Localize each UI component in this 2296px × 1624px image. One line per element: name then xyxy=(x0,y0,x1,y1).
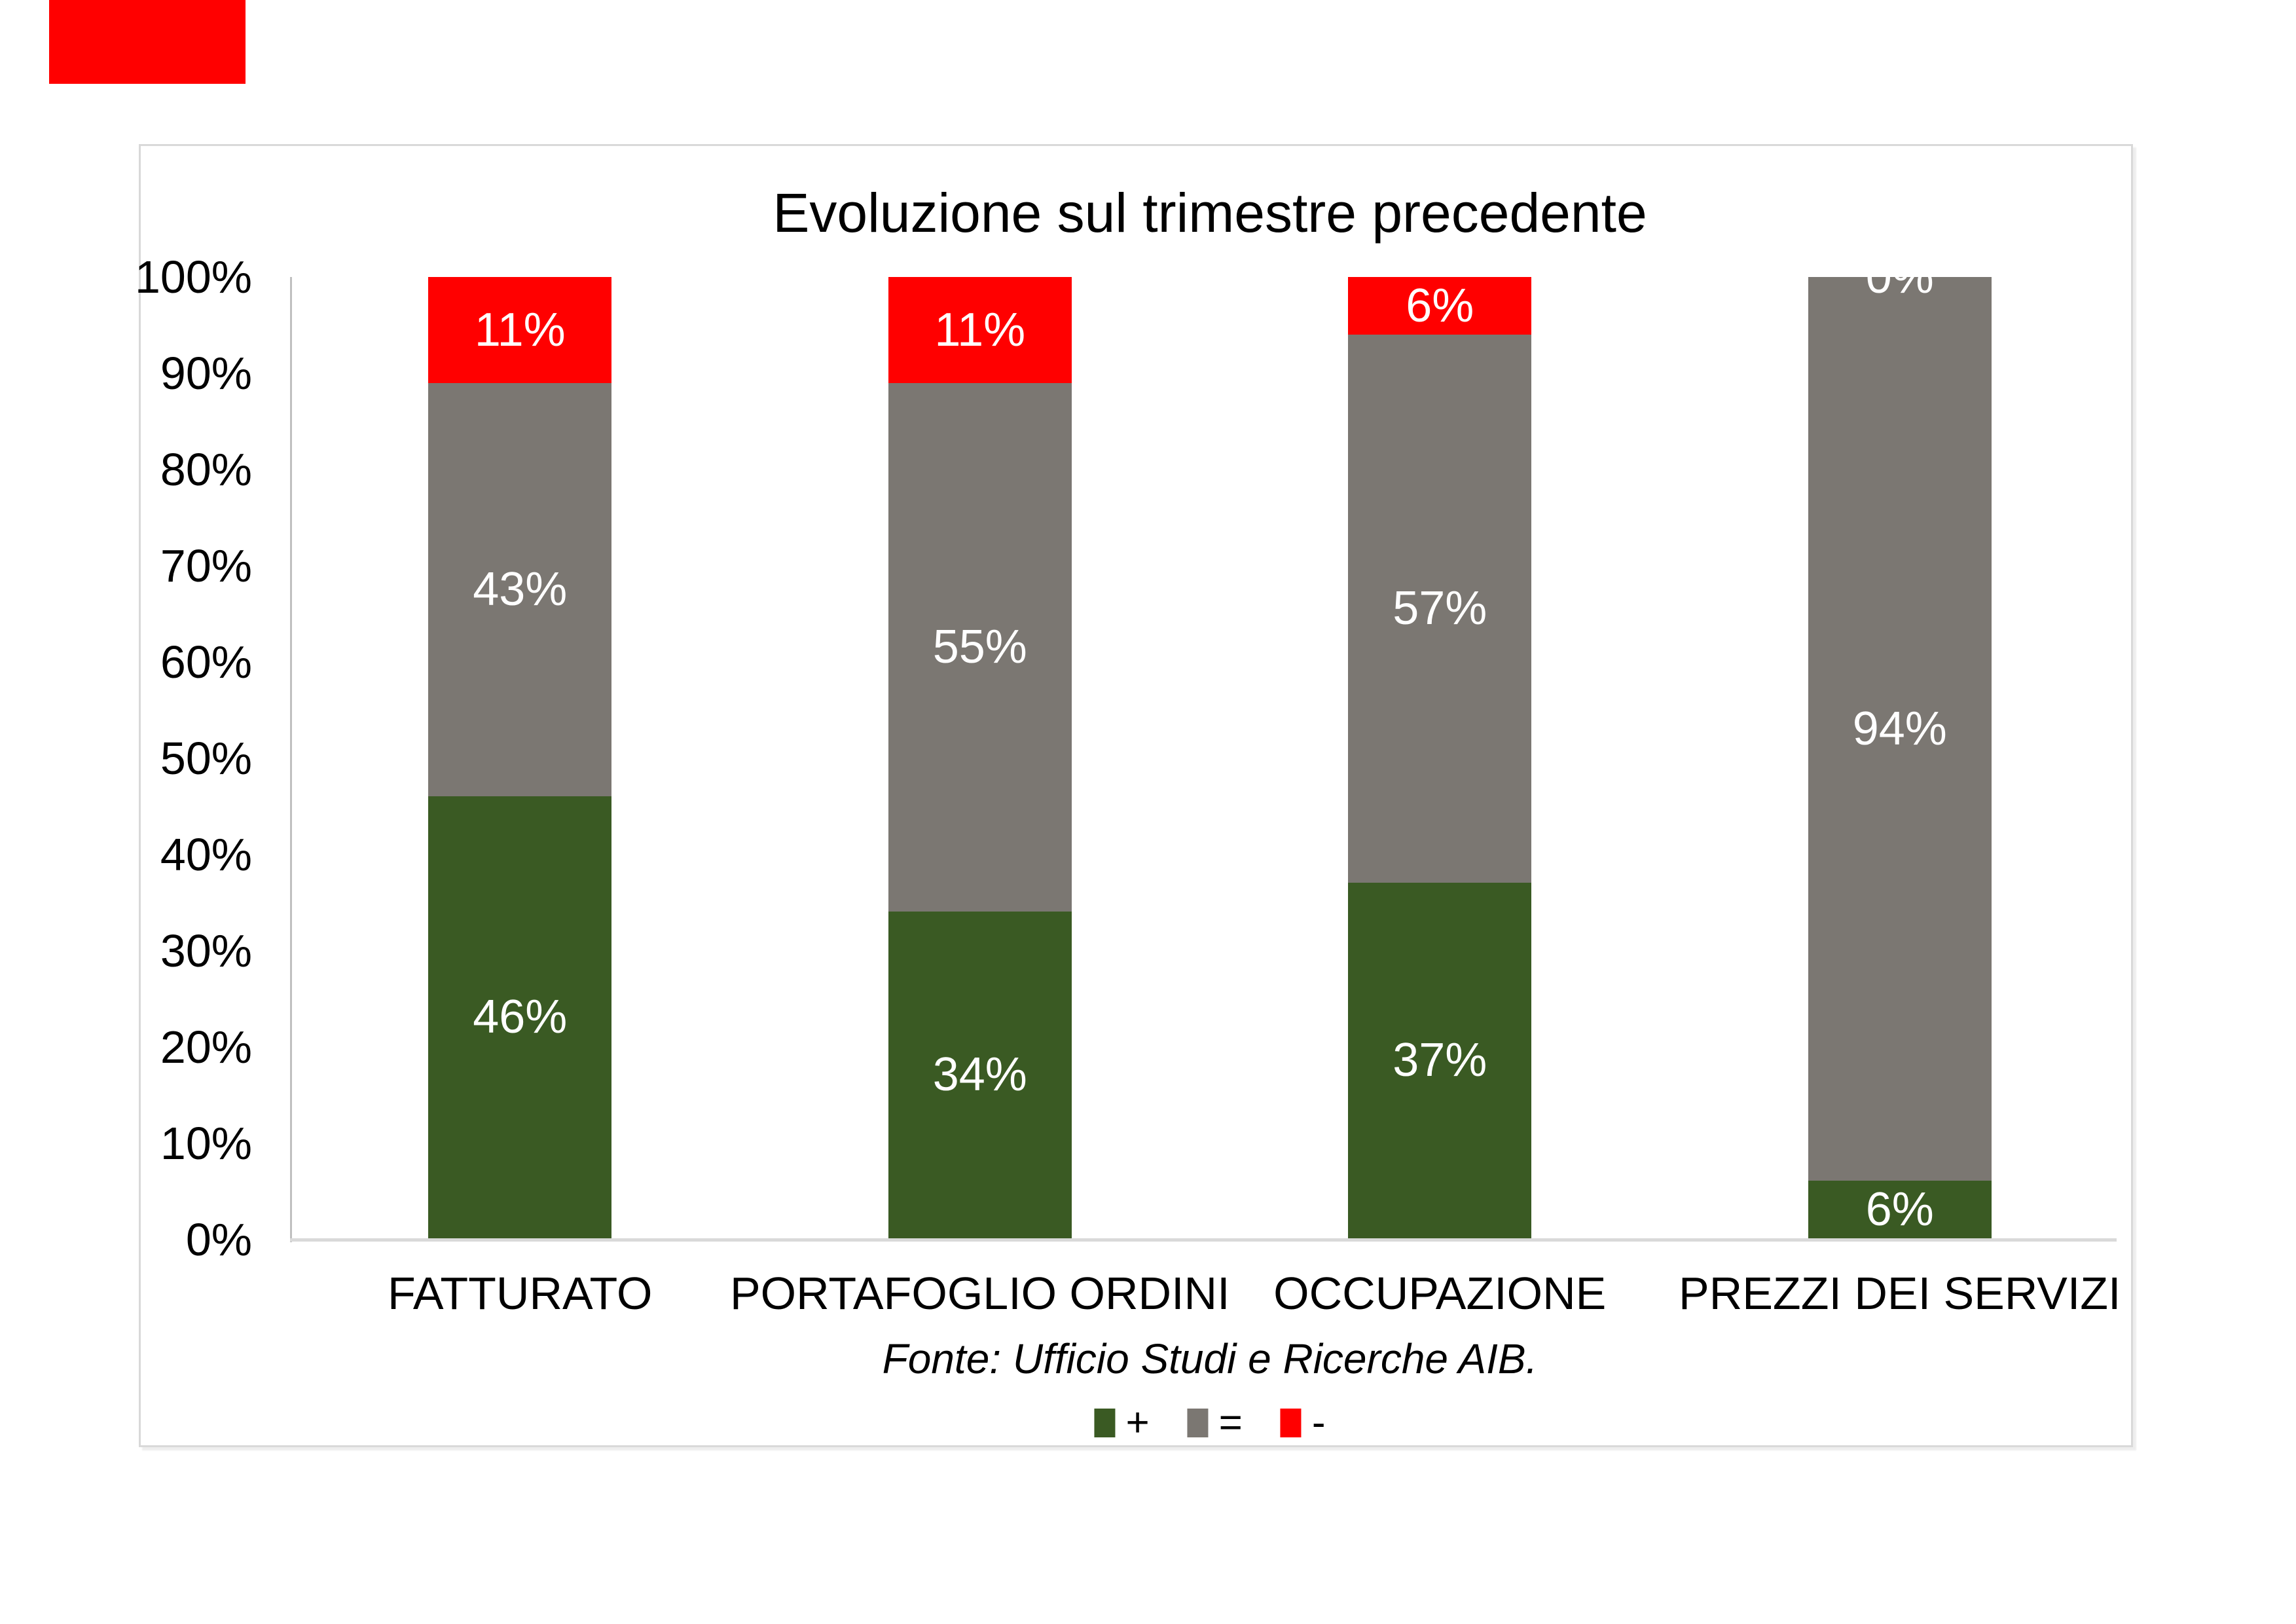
category-label: OCCUPAZIONE xyxy=(1273,1268,1607,1319)
legend-swatch-plus xyxy=(1094,1409,1116,1437)
bar-segment-equal: 55% xyxy=(888,382,1072,912)
legend: + = - xyxy=(1094,1395,1326,1450)
bar-value-label: 11% xyxy=(934,303,1026,356)
bar-column-occupazione: 37% 57% 6% xyxy=(1348,277,1532,1238)
bar-segment-equal: 57% xyxy=(1348,335,1532,883)
legend-item-minus: - xyxy=(1280,1400,1326,1445)
bar-column-prezzi-dei-servizi: 6% 94% 0% xyxy=(1808,277,1992,1238)
bar-value-label: 34% xyxy=(932,1048,1027,1101)
y-tick-label: 10% xyxy=(160,1118,252,1169)
bar-segment-equal: 43% xyxy=(428,382,612,796)
y-axis-line xyxy=(290,277,292,1242)
bar-segment-equal: 94% xyxy=(1808,277,1992,1181)
legend-item-plus: + xyxy=(1094,1400,1150,1445)
bar-value-label: 55% xyxy=(932,621,1027,674)
legend-item-equal: = xyxy=(1187,1400,1243,1445)
chart-card: Evoluzione sul trimestre precedente 0% 10… xyxy=(135,144,2133,1450)
bar-column-portafoglio-ordini: 34% 55% 11% xyxy=(888,277,1072,1238)
chart-title: Evoluzione sul trimestre precedente xyxy=(773,182,1647,244)
y-tick-label: 30% xyxy=(160,925,252,976)
plot-area: 0% 10% 20% 30% 40% 50% 60% 70% 80% 90% 100% 46% 43%… xyxy=(135,251,2130,1265)
red-corner-mark xyxy=(49,0,246,84)
bar-segment-plus: 46% xyxy=(428,796,612,1238)
y-tick-label: 20% xyxy=(160,1022,252,1073)
y-tick-label: 100% xyxy=(134,251,252,303)
legend-label: - xyxy=(1311,1400,1326,1445)
legend-label: = xyxy=(1218,1400,1243,1445)
y-tick-label: 50% xyxy=(160,733,252,784)
bar-segment-minus: 11% xyxy=(428,277,612,383)
bar-value-label: 57% xyxy=(1393,582,1487,635)
y-tick-label: 70% xyxy=(160,540,252,591)
x-axis-baseline xyxy=(290,1238,2117,1242)
bar-value-label: 43% xyxy=(473,563,568,616)
legend-swatch-equal xyxy=(1187,1409,1209,1437)
legend-label: + xyxy=(1125,1400,1150,1445)
category-label: PORTAFOGLIO ORDINI xyxy=(729,1268,1230,1319)
y-tick-label: 40% xyxy=(160,829,252,880)
bar-segment-plus: 37% xyxy=(1348,882,1532,1238)
y-tick-label: 0% xyxy=(185,1214,252,1265)
bar-value-label: 37% xyxy=(1393,1034,1487,1087)
category-label: PREZZI DEI SERVIZI xyxy=(1679,1268,2121,1319)
bar-value-label: 0% xyxy=(1865,277,1934,304)
bar-value-label: 6% xyxy=(1865,1183,1934,1236)
bar-segment-minus: 11% xyxy=(888,277,1072,383)
bar-column-fatturato: 46% 43% 11% xyxy=(428,277,612,1238)
bar-value-label: 11% xyxy=(474,303,566,356)
legend-swatch-minus xyxy=(1280,1409,1302,1437)
bar-value-label: 46% xyxy=(473,991,568,1044)
bar-segment-plus: 34% xyxy=(888,911,1072,1238)
bar-segment-plus: 6% xyxy=(1808,1180,1992,1238)
bar-value-label: 94% xyxy=(1852,702,1947,755)
bar-value-label: 6% xyxy=(1406,280,1474,333)
y-tick-label: 90% xyxy=(160,348,252,399)
y-tick-label: 60% xyxy=(160,637,252,688)
bar-segment-minus: 6% xyxy=(1348,277,1532,335)
category-label: FATTURATO xyxy=(388,1268,653,1319)
source-note: Fonte: Ufficio Studi e Ricerche AIB. xyxy=(882,1335,1538,1382)
y-tick-label: 80% xyxy=(160,444,252,495)
